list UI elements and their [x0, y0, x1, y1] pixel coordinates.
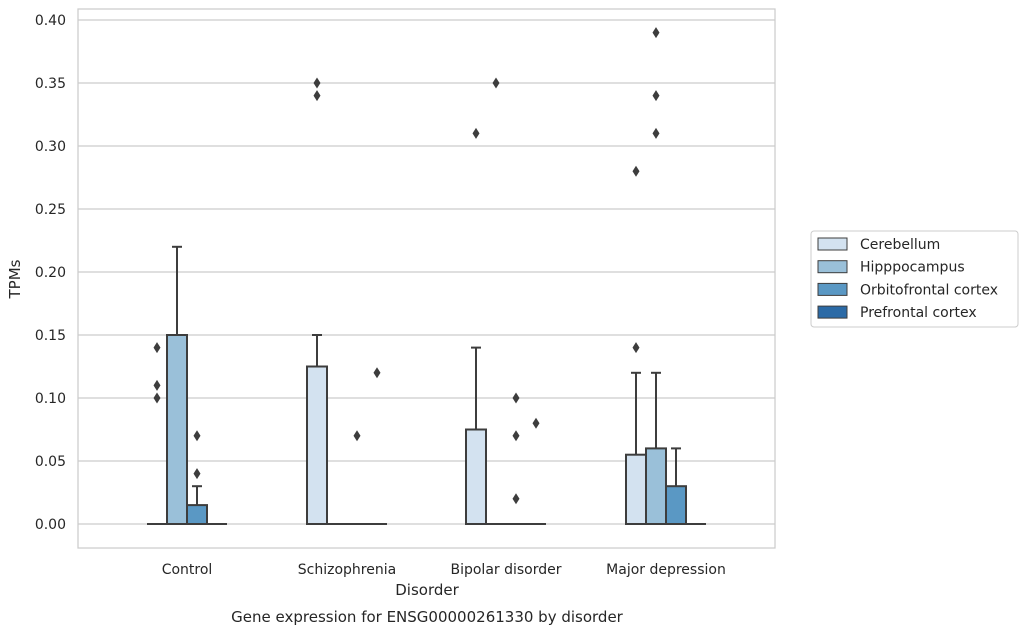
- y-tick-label: 0.30: [35, 139, 66, 155]
- y-tick-labels: 0.00 0.05 0.10 0.15 0.20 0.25 0.30 0.35 0.40: [35, 13, 66, 533]
- legend-label: Prefrontal cortex: [860, 305, 977, 321]
- box: [645, 27, 667, 525]
- x-tick-label: Bipolar disorder: [450, 562, 561, 578]
- box-series: [147, 27, 706, 526]
- series-orbitofrontal-cortex: [186, 392, 687, 526]
- outlier-point: [153, 342, 161, 354]
- legend-item: Orbitofrontal cortex: [817, 282, 998, 298]
- y-tick-label: 0.25: [35, 202, 66, 218]
- box-body: [306, 365, 328, 525]
- y-tick-label: 0.05: [35, 454, 66, 470]
- outlier-point: [652, 127, 660, 139]
- outlier-point: [512, 493, 520, 505]
- y-tick-label: 0.10: [35, 391, 66, 407]
- outlier-point: [153, 392, 161, 404]
- outlier-point: [652, 27, 660, 39]
- outlier-point: [153, 379, 161, 391]
- outlier-point: [512, 430, 520, 442]
- box: [665, 447, 687, 526]
- legend-swatch: [817, 282, 848, 296]
- box: [367, 367, 387, 525]
- series-cerebellum: [147, 77, 647, 526]
- x-tick-label: Control: [162, 562, 213, 578]
- box: [526, 417, 546, 525]
- outlier-point: [512, 392, 520, 404]
- outlier-point: [472, 127, 480, 139]
- x-tick-label: Major depression: [606, 562, 726, 578]
- x-tick-labels: Control Schizophrenia Bipolar disorder Majo…: [162, 562, 726, 578]
- legend-item: Cerebellum: [817, 237, 940, 253]
- outlier-point: [492, 77, 500, 89]
- legend-item: Hipppocampus: [817, 260, 965, 276]
- outlier-point: [532, 417, 540, 429]
- box-body: [625, 453, 647, 526]
- legend-frame: [810, 230, 1019, 328]
- y-tick-label: 0.15: [35, 328, 66, 344]
- box: [506, 392, 526, 525]
- legend-swatch: [817, 260, 848, 274]
- y-tick-label: 0.20: [35, 265, 66, 281]
- box-body: [465, 428, 487, 525]
- box: [625, 165, 647, 526]
- series-prefrontal-cortex: [207, 367, 706, 525]
- y-tick-label: 0.40: [35, 13, 66, 29]
- x-tick-label: Schizophrenia: [298, 562, 396, 578]
- x-axis-label: Disorder: [395, 581, 459, 599]
- legend-swatch: [817, 237, 848, 251]
- box: [306, 77, 328, 525]
- box: [486, 77, 506, 525]
- outlier-point: [313, 90, 321, 102]
- legend-label: Orbitofrontal cortex: [860, 282, 998, 298]
- box: [147, 342, 167, 525]
- outlier-point: [193, 430, 201, 442]
- box-body: [186, 504, 208, 526]
- box: [465, 127, 487, 525]
- outlier-point: [373, 367, 381, 379]
- legend-item: Prefrontal cortex: [817, 305, 977, 321]
- series-hipppocampus: [166, 27, 667, 525]
- outlier-point: [632, 165, 640, 177]
- y-tick-label: 0.00: [35, 517, 66, 533]
- box-body: [665, 485, 687, 526]
- box: [347, 430, 367, 525]
- chart-caption: Gene expression for ENSG00000261330 by d…: [231, 608, 624, 626]
- outlier-point: [632, 342, 640, 354]
- outlier-point: [353, 430, 361, 442]
- outlier-point: [652, 90, 660, 102]
- legend-label: Cerebellum: [860, 237, 940, 253]
- legend-label: Hipppocampus: [860, 260, 965, 276]
- y-tick-label: 0.35: [35, 76, 66, 92]
- legend: Cerebellum Hipppocampus Orbitofrontal cort…: [810, 230, 1019, 328]
- box: [186, 430, 208, 526]
- y-axis-label: TPMs: [6, 259, 24, 299]
- box-body: [645, 447, 667, 525]
- legend-swatch: [817, 305, 848, 319]
- box: [166, 245, 188, 525]
- outlier-point: [313, 77, 321, 89]
- box-body: [166, 334, 188, 525]
- outlier-point: [193, 468, 201, 480]
